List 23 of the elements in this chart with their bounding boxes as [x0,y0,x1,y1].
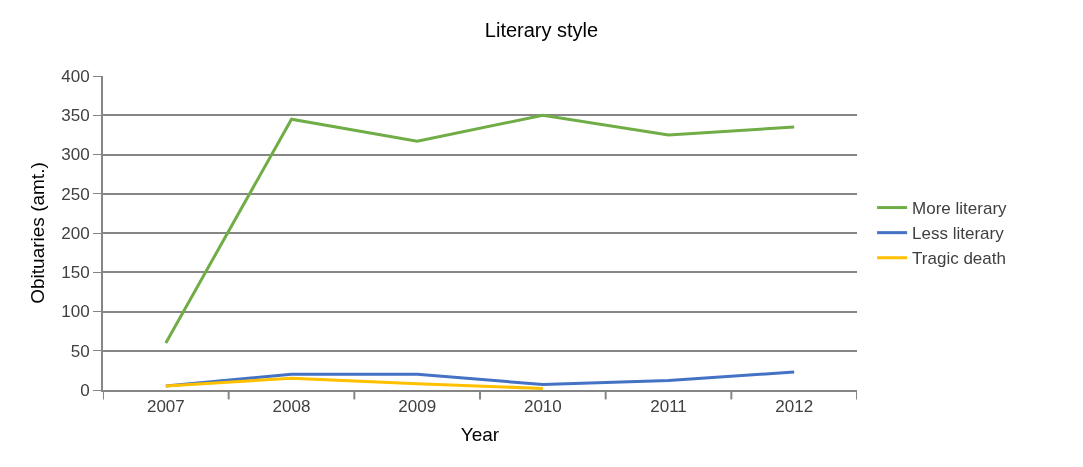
y-tick-label: 50 [70,341,90,361]
x-axis-title: Year [460,423,500,445]
x-tick-label: 2011 [650,397,687,417]
y-tick-label: 300 [61,145,90,165]
legend-label: Tragic death [912,249,1006,269]
x-tick-label: 2007 [146,397,185,417]
chart-title: Literary style [484,19,599,42]
x-tick-label: 2008 [272,397,311,417]
legend-label: Less literary [912,224,1005,244]
x-tick-label: 2010 [523,397,562,417]
x-tick-label: 2009 [398,397,437,417]
y-tick-label: 350 [61,106,90,126]
y-tick-label: 400 [61,66,90,86]
y-tick-label: 200 [61,223,90,243]
legend-label: More literary [912,199,1008,219]
y-axis-title: Obituaries (amt.) [26,162,48,304]
y-tick-label: 100 [61,302,90,322]
x-tick-label: 2012 [775,397,814,417]
y-tick-label: 150 [61,263,90,283]
line-series [164,376,545,390]
y-tick-label: 250 [61,184,90,204]
line-series [164,113,796,345]
y-tick-label: 0 [80,380,90,400]
